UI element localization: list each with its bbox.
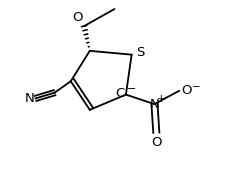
Text: −: − [192, 82, 201, 92]
Text: N: N [150, 98, 159, 111]
Text: O: O [73, 11, 83, 24]
Text: −: − [127, 84, 136, 94]
Text: O: O [181, 84, 192, 97]
Text: O: O [151, 136, 162, 149]
Text: +: + [157, 94, 166, 104]
Text: N: N [24, 92, 34, 105]
Text: C: C [115, 87, 124, 100]
Text: S: S [136, 46, 144, 59]
